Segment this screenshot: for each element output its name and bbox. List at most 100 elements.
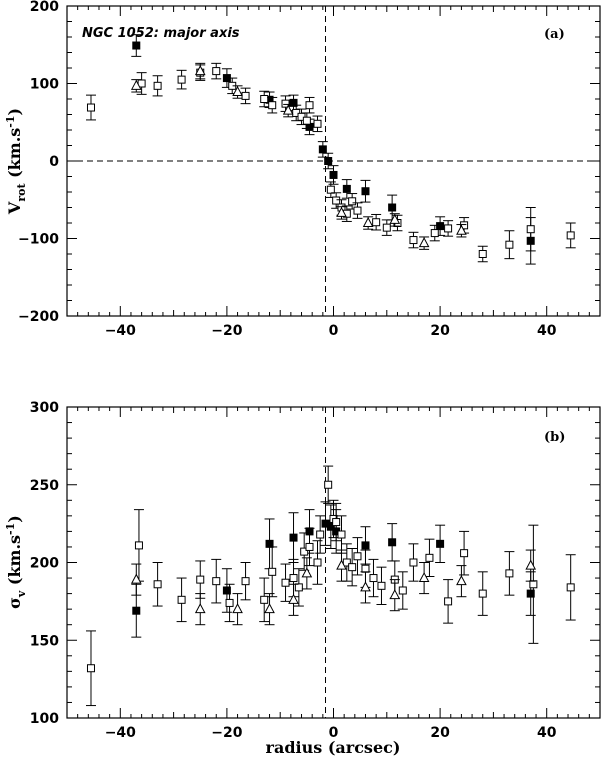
data-point-open-triangle xyxy=(389,213,401,227)
open-square-marker xyxy=(86,103,95,112)
data-point-open-triangle xyxy=(456,565,467,598)
filled-square-marker xyxy=(388,538,397,547)
filled-square-marker xyxy=(289,98,298,107)
data-point-open-square xyxy=(304,96,315,114)
data-point-open-square xyxy=(176,69,187,90)
filled-square-marker xyxy=(318,145,327,154)
open-square-marker xyxy=(478,589,487,598)
data-point-open-square xyxy=(152,562,163,607)
data-point-open-triangle xyxy=(418,562,430,595)
data-point-open-square xyxy=(477,571,488,616)
x-tick-label: −40 xyxy=(105,725,136,741)
data-point-open-triangle xyxy=(456,224,467,238)
open-square-marker xyxy=(425,553,434,562)
y-label-b-sub: v xyxy=(15,590,28,598)
data-point-open-square xyxy=(525,207,536,252)
open-square-marker xyxy=(326,185,335,194)
triangle-marker xyxy=(456,224,467,235)
filled-square-marker xyxy=(526,589,535,598)
open-square-marker xyxy=(302,116,311,125)
open-square-marker xyxy=(505,240,514,249)
data-point-open-square xyxy=(133,509,144,582)
data-point-open-square xyxy=(259,577,270,623)
data-point-open-triangle xyxy=(194,593,206,626)
triangle-marker xyxy=(418,237,430,248)
open-square-marker xyxy=(353,206,362,215)
triangle-marker xyxy=(525,559,537,570)
y-label-b-unit: (km.s xyxy=(5,535,24,591)
filled-square-marker xyxy=(436,539,445,548)
data-points-b xyxy=(85,465,576,707)
data-point-open-triangle xyxy=(418,236,430,250)
data-point-open-square xyxy=(429,224,440,242)
triangle-marker xyxy=(336,206,347,217)
data-point-open-triangle xyxy=(525,549,537,582)
data-point-open-square xyxy=(565,222,576,249)
open-square-marker xyxy=(241,577,250,586)
data-point-open-square xyxy=(352,537,363,576)
open-square-marker xyxy=(409,236,418,245)
filled-square-marker xyxy=(326,522,335,531)
data-point-open-triangle xyxy=(301,557,313,590)
x-tick-label: 0 xyxy=(329,725,339,741)
y-label-a-close: ) xyxy=(5,108,24,116)
data-points-a xyxy=(85,34,576,265)
y-tick-label: 200 xyxy=(30,556,59,572)
data-point-open-square xyxy=(352,202,363,219)
y-tick-label: 100 xyxy=(30,77,59,93)
x-tick-label: 40 xyxy=(537,323,557,339)
open-square-marker xyxy=(305,101,314,110)
open-square-marker xyxy=(369,574,378,583)
open-square-marker xyxy=(382,223,391,232)
open-square-marker xyxy=(177,595,186,604)
open-square-marker xyxy=(305,542,314,551)
data-point-open-triangle xyxy=(288,583,299,616)
data-point-open-square xyxy=(459,530,470,576)
open-square-marker xyxy=(409,558,418,567)
open-square-marker xyxy=(281,578,290,587)
open-square-marker xyxy=(566,583,575,592)
open-square-marker xyxy=(460,221,469,230)
data-point-filled-square xyxy=(288,512,299,563)
x-axis-label: radius (arcsec) xyxy=(266,738,401,757)
x-tick-label: 40 xyxy=(537,725,557,741)
x-tick-label: 0 xyxy=(329,323,339,339)
triangle-marker xyxy=(282,104,294,115)
open-square-marker xyxy=(153,81,162,90)
y-label-a-sub: rot xyxy=(15,183,28,202)
open-square-marker xyxy=(153,580,162,589)
data-point-open-square xyxy=(376,566,387,605)
triangle-marker xyxy=(194,603,206,614)
ticks-b: −40 −20 0 20 40 100 150 200 250 300 xyxy=(30,400,601,741)
data-point-filled-square xyxy=(317,141,328,158)
data-point-open-square xyxy=(211,558,222,604)
panel-label-a: (a) xyxy=(544,27,565,42)
open-square-marker xyxy=(260,595,269,604)
x-tick-label: 20 xyxy=(430,725,450,741)
filled-square-marker xyxy=(329,170,338,179)
data-point-open-square xyxy=(304,527,315,567)
filled-square-marker xyxy=(265,539,274,548)
data-point-open-square xyxy=(323,465,334,504)
data-point-open-square xyxy=(267,546,278,598)
data-point-open-square xyxy=(477,245,488,263)
triangle-marker xyxy=(362,216,374,227)
data-point-open-triangle xyxy=(362,216,374,230)
y-axis-label-b: σv (km.s-1) xyxy=(4,515,28,609)
data-point-open-square xyxy=(381,219,392,236)
x-tick-label: 20 xyxy=(430,323,450,339)
triangle-marker xyxy=(389,589,401,600)
open-square-marker xyxy=(212,67,221,76)
open-square-marker xyxy=(430,229,439,238)
filled-square-marker xyxy=(361,541,370,550)
triangle-marker xyxy=(288,593,299,604)
data-point-open-square xyxy=(152,75,163,97)
filled-square-marker xyxy=(361,187,370,196)
filled-square-marker xyxy=(436,222,445,231)
triangle-marker xyxy=(360,581,371,592)
data-point-open-square xyxy=(565,554,576,621)
open-square-marker xyxy=(444,224,453,233)
data-point-open-square xyxy=(267,96,278,114)
open-square-marker xyxy=(377,581,386,590)
open-square-marker xyxy=(225,598,234,607)
